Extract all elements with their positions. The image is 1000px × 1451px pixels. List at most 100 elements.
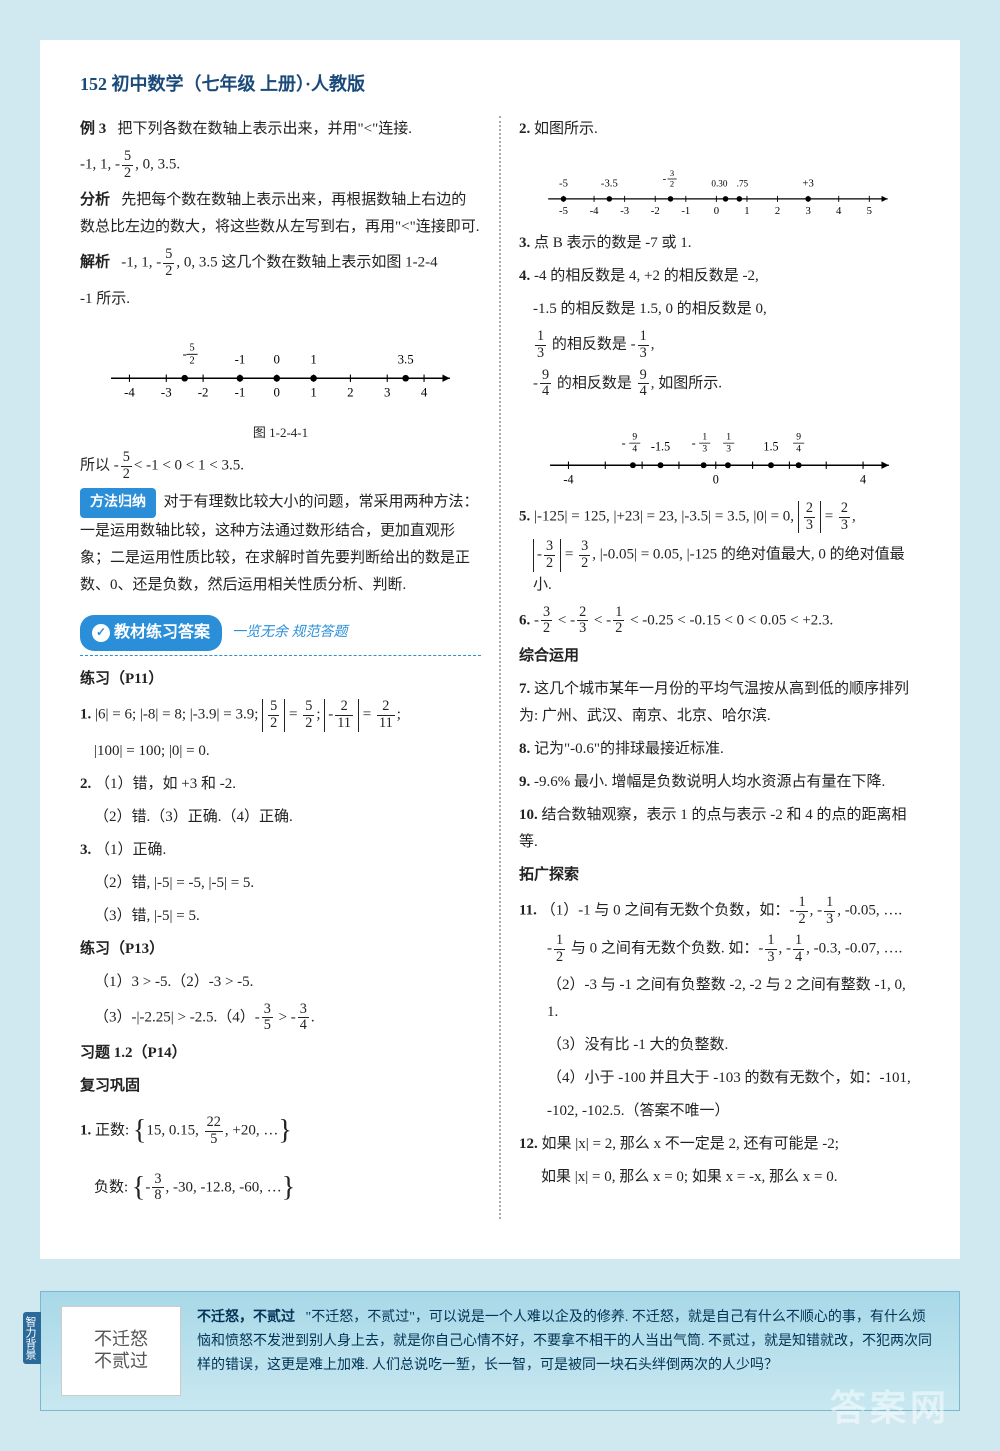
svg-text:-: -: [183, 347, 187, 361]
svg-text:3: 3: [384, 385, 390, 399]
p11-q3a: 3. （1）正确.: [80, 837, 481, 864]
svg-text:-5: -5: [559, 178, 568, 190]
p11-q1b: |100| = 100; |0| = 0.: [80, 738, 481, 765]
page-number: 152: [80, 74, 107, 94]
svg-text:-3.5: -3.5: [601, 178, 618, 190]
r12a: 12. 如果 |x| = 2, 那么 x 不一定是 2, 还有可能是 -2;: [519, 1131, 920, 1158]
r9: 9. -9.6% 最小. 增幅是负数说明人均水资源占有量在下降.: [519, 769, 920, 796]
analysis-label: 分析: [80, 192, 110, 208]
r10: 10. 结合数轴观察，表示 1 的点与表示 -2 和 4 的点的距离相等.: [519, 802, 920, 856]
tuoguang: 拓广探索: [519, 862, 920, 889]
svg-text:3: 3: [726, 443, 731, 454]
page-title: 初中数学（七年级 上册）·人教版: [112, 74, 366, 94]
analysis: 分析 先把每个数在数轴上表示出来，再根据数轴上右边的数总比左边的数大，将这些数从…: [80, 187, 481, 241]
example-numbers: -1, 1, -52, 0, 3.5.: [80, 149, 481, 181]
example-label: 例 3: [80, 121, 106, 137]
svg-text:0: 0: [713, 473, 719, 487]
r6: 6. -32 < -23 < -12 < -0.25 < -0.15 < 0 <…: [519, 605, 920, 637]
svg-text:-1: -1: [681, 205, 690, 217]
svg-text:0: 0: [714, 205, 719, 217]
conclusion: 所以 -52< -1 < 0 < 1 < 3.5.: [80, 450, 481, 482]
svg-text:.75: .75: [737, 179, 749, 189]
p13-q2: （3）-|-2.25| > -2.5.（4）-35 > -34.: [80, 1002, 481, 1034]
r11d: （3）没有比 -1 大的负整数.: [519, 1032, 920, 1059]
solution: 解析 -1, 1, -52, 0, 3.5 这几个数在数轴上表示如图 1-2-4: [80, 247, 481, 279]
svg-text:0: 0: [274, 385, 280, 399]
page: 152 初中数学（七年级 上册）·人教版 例 3 把下列各数在数轴上表示出来，并…: [40, 40, 960, 1259]
method-summary: 方法归纳 对于有理数比较大小的问题，常采用两种方法：一是运用数轴比较，这种方法通…: [80, 488, 481, 598]
svg-text:4: 4: [796, 443, 801, 454]
r11e: （4）小于 -100 并且大于 -103 的数有无数个，如：-101,: [519, 1065, 920, 1092]
svg-text:-1: -1: [235, 352, 246, 366]
left-column: 例 3 把下列各数在数轴上表示出来，并用"<"连接. -1, 1, -52, 0…: [80, 116, 481, 1219]
svg-text:-4: -4: [124, 385, 135, 399]
svg-text:3: 3: [670, 168, 674, 178]
footer-box: 智力背景 不迁怒不贰过 不迁怒，不贰过 "不迁怒，不贰过"，可以说是一个人难以企…: [40, 1291, 960, 1411]
svg-text:+3: +3: [802, 178, 813, 190]
svg-text:1: 1: [702, 431, 707, 442]
r4a: 4. -4 的相反数是 4, +2 的相反数是 -2,: [519, 263, 920, 290]
answers-badge: ✓ 教材练习答案: [80, 615, 222, 652]
p11-q2b: （2）错.（3）正确.（4）正确.: [80, 804, 481, 831]
svg-text:1.5: 1.5: [763, 439, 778, 453]
r11a: 11. （1）-1 与 0 之间有无数个负数，如：-12, -13, -0.05…: [519, 895, 920, 927]
svg-text:2: 2: [775, 205, 780, 217]
r12b: 如果 |x| = 0, 那么 x = 0; 如果 x = -x, 那么 x = …: [519, 1164, 920, 1191]
r7: 7. 这几个城市某年一月份的平均气温按从高到低的顺序排列为: 广州、武汉、南京、…: [519, 676, 920, 730]
footer-body: "不迁怒，不贰过"，可以说是一个人难以企及的修养. 不迁怒，就是自己有什么不顺心…: [197, 1310, 932, 1373]
set-positive: 1. 正数: {15, 0.15, 225, +20, …}: [80, 1106, 481, 1156]
footer-tab: 智力背景: [23, 1312, 41, 1364]
svg-text:-2: -2: [198, 385, 209, 399]
svg-text:-4: -4: [563, 473, 573, 487]
numberline-1: -4 -3 -2 -1 0 1 2 3 4 - 5 2: [100, 323, 461, 415]
svg-text:3: 3: [806, 205, 811, 217]
solution-label: 解析: [80, 255, 110, 271]
watermark: 答案网: [830, 1379, 950, 1431]
p11-q1: 1. |6| = 6; |-8| = 8; |-3.9| = 3.9; 52 =…: [80, 699, 481, 731]
r5b: -32 = 32, |-0.05| = 0.05, |-125 的绝对值最大, …: [519, 539, 920, 598]
xiti-1-2: 习题 1.2（P14）: [80, 1040, 481, 1067]
svg-text:-: -: [622, 436, 626, 450]
svg-text:2: 2: [670, 179, 674, 189]
svg-text:2: 2: [190, 355, 195, 366]
svg-text:-3: -3: [161, 385, 172, 399]
svg-text:5: 5: [190, 342, 195, 353]
svg-text:4: 4: [860, 473, 866, 487]
svg-text:4: 4: [421, 385, 428, 399]
svg-text:-1.5: -1.5: [651, 439, 670, 453]
svg-text:5: 5: [867, 205, 872, 217]
p11-q2: 2. （1）错，如 +3 和 -2.: [80, 771, 481, 798]
r11b: -12 与 0 之间有无数个负数. 如：-13, -14, -0.3, -0.0…: [519, 933, 920, 965]
answers-sub: 一览无余 规范答题: [232, 620, 348, 645]
svg-text:4: 4: [632, 443, 637, 454]
svg-text:1: 1: [744, 205, 749, 217]
r11c: （2）-3 与 -1 之间有负整数 -2, -2 与 2 之间有整数 -1, 0…: [519, 972, 920, 1026]
footer-image: 不迁怒不贰过: [61, 1306, 181, 1396]
svg-text:-: -: [692, 436, 696, 450]
page-header: 152 初中数学（七年级 上册）·人教版: [80, 70, 920, 96]
svg-text:-4: -4: [590, 205, 600, 217]
svg-text:9: 9: [796, 431, 801, 442]
svg-text:4: 4: [836, 205, 842, 217]
svg-text:-3: -3: [620, 205, 629, 217]
p11-q3c: （3）错, |-5| = 5.: [80, 903, 481, 930]
p11-q3b: （2）错, |-5| = -5, |-5| = 5.: [80, 870, 481, 897]
diagram1-caption: 图 1-2-4-1: [80, 421, 481, 444]
svg-text:0: 0: [274, 352, 280, 366]
svg-text:1: 1: [726, 431, 731, 442]
method-tag: 方法归纳: [80, 488, 156, 517]
r4b: -1.5 的相反数是 1.5, 0 的相反数是 0,: [519, 296, 920, 323]
p13-q1: （1）3 > -5.（2）-3 > -5.: [80, 969, 481, 996]
svg-text:-: -: [663, 173, 667, 185]
right-column: 2. 如图所示. -5 -4 -3 -2 -1 0 1 2 3 4 5 -5: [519, 116, 920, 1219]
svg-text:0.30: 0.30: [711, 179, 727, 189]
svg-text:-5: -5: [559, 205, 568, 217]
numberline-2: -5 -4 -3 -2 -1 0 1 2 3 4 5 -5 -3.5 -3: [539, 153, 900, 220]
example-text: 把下列各数在数轴上表示出来，并用"<"连接.: [118, 121, 412, 137]
fuxi-gonggu: 复习巩固: [80, 1073, 481, 1100]
numberline-3: -4 0 4 -9 4 -1.5 -1: [539, 410, 900, 491]
r11f: -102, -102.5.（答案不唯一）: [519, 1098, 920, 1125]
check-icon: ✓: [92, 624, 110, 642]
svg-text:3: 3: [702, 443, 707, 454]
r4d: -94 的相反数是 94, 如图所示.: [519, 368, 920, 400]
